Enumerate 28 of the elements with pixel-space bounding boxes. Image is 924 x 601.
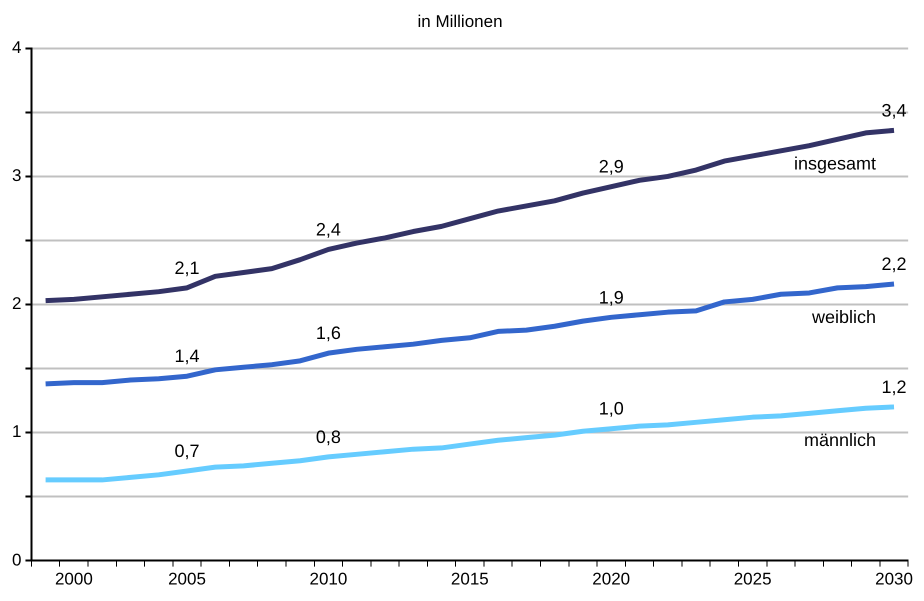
x-tick-label: 2010	[309, 569, 348, 588]
data-label: 0,8	[316, 426, 341, 447]
data-label: 1,4	[174, 346, 200, 366]
series-label: insgesamt	[794, 153, 876, 174]
y-tick-label: 4	[12, 38, 22, 58]
x-tick-label: 2005	[168, 569, 206, 588]
y-tick-label: 0	[12, 550, 22, 570]
x-tick-label: 2025	[734, 569, 772, 588]
data-label: 3,4	[882, 100, 907, 120]
data-label: 2,2	[882, 254, 907, 274]
series-label: weiblich	[810, 306, 876, 327]
series-label: männlich	[804, 430, 876, 450]
data-label: 0,7	[174, 440, 200, 461]
x-tick-label: 2015	[450, 569, 489, 588]
chart-title: in Millionen	[417, 12, 503, 31]
x-tick-label: 2030	[875, 569, 913, 588]
data-label: 2,1	[174, 258, 200, 278]
y-tick-label: 3	[12, 166, 22, 186]
data-label: 2,9	[598, 156, 624, 177]
data-label: 1,9	[598, 287, 624, 308]
x-tick-label: 2020	[592, 569, 630, 588]
data-label: 1,0	[598, 398, 624, 419]
y-tick-label: 2	[12, 294, 22, 314]
y-tick-label: 1	[12, 422, 22, 442]
x-tick-label: 2000	[54, 569, 93, 588]
data-label: 1,2	[882, 376, 907, 397]
data-label: 1,6	[316, 323, 341, 344]
data-label: 2,4	[316, 219, 341, 240]
